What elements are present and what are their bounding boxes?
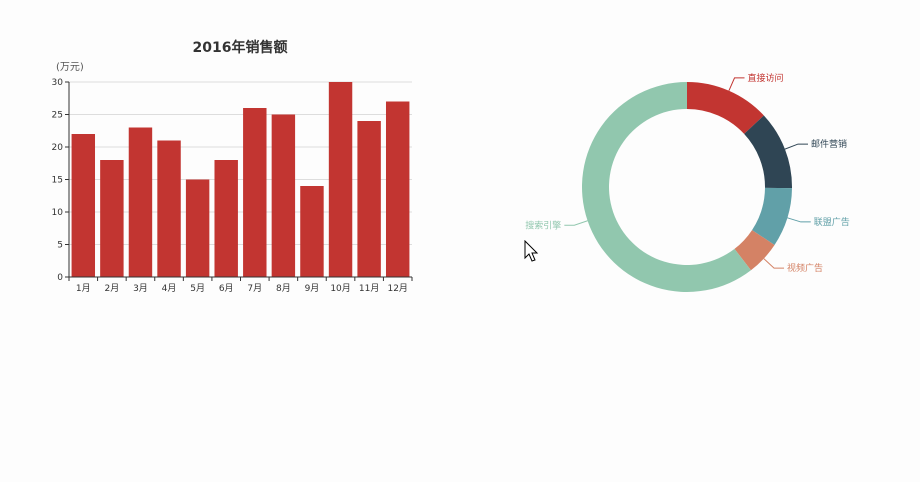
x-tick-label: 4月 [162,283,177,294]
bar-2月[interactable] [100,160,124,277]
bar-chart: 2016年销售额 (万元) 0 5 10 15 20 25 30 1月 2月 3月 4月 5月 6月 7月… [52,39,413,294]
donut-label-line [787,217,811,223]
y-tick-label: 25 [52,111,63,121]
x-tick-label: 12月 [387,283,407,294]
bar-9月[interactable] [300,186,324,277]
y-tick-label: 20 [52,143,64,153]
x-tick-label: 6月 [219,283,234,294]
y-tick-label: 15 [52,176,63,186]
donut-slice-联盟广告[interactable] [752,187,792,245]
x-tick-label: 3月 [133,283,148,294]
donut-label-line [763,258,785,269]
donut-label-line [784,143,808,150]
bar-1月[interactable] [71,134,96,277]
donut-label-line [728,77,745,91]
y-axis-unit-label: (万元) [56,62,84,73]
y-tick-label: 30 [52,78,64,88]
y-tick-label: 0 [57,273,63,283]
bar-5月[interactable] [185,179,210,278]
donut-label-line [564,220,588,226]
bar-12月[interactable] [385,101,410,278]
bar-7月[interactable] [243,108,267,277]
bar-11月[interactable] [357,121,381,277]
donut-label-邮件营销: 邮件营销 [811,138,847,150]
x-tick-label: 9月 [305,283,320,294]
bar-8月[interactable] [271,114,296,278]
x-tick-label: 8月 [276,283,291,294]
x-tick-label: 2月 [105,283,120,294]
bar-4月[interactable] [157,140,181,278]
y-tick-label: 5 [57,241,63,251]
x-tick-label: 5月 [190,283,205,294]
donut-slice-邮件营销[interactable] [744,115,792,189]
bar-3月[interactable] [128,127,153,278]
x-tick-label: 1月 [76,283,91,294]
x-tick-label: 11月 [359,283,379,294]
donut-label-直接访问: 直接访问 [748,72,784,84]
bar-6月[interactable] [214,160,238,277]
donut-label-联盟广告: 联盟广告 [814,216,850,228]
x-tick-label: 10月 [330,283,350,294]
donut-slice-视频广告[interactable] [734,230,775,271]
donut-slice-搜索引擎[interactable] [582,82,751,292]
y-tick-label: 10 [52,208,64,218]
x-tick-label: 7月 [247,283,262,294]
donut-label-搜索引擎: 搜索引擎 [525,219,561,231]
donut-slice-直接访问[interactable] [687,82,764,134]
bar-chart-title: 2016年销售额 [193,39,288,56]
bar-10月[interactable] [328,82,353,277]
donut-label-视频广告: 视频广告 [787,262,823,274]
